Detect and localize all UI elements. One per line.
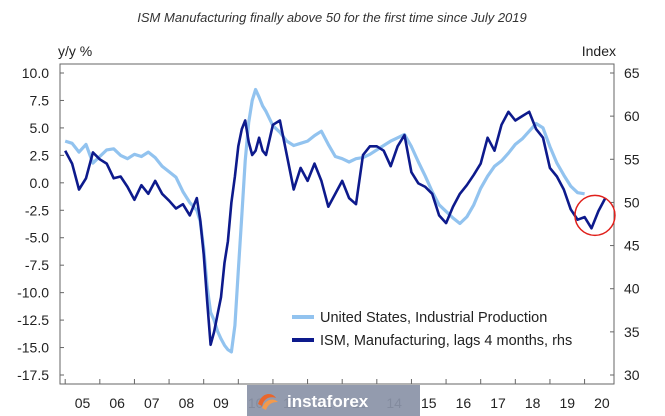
left-tick-label: -12.5 [17, 312, 49, 328]
right-tick-label: 35 [624, 324, 640, 340]
right-tick-label: 40 [624, 281, 640, 297]
right-tick-label: 45 [624, 238, 640, 254]
left-axis-label: y/y % [58, 43, 92, 59]
x-tick-label: 09 [213, 395, 229, 411]
left-tick-label: -15.0 [17, 340, 49, 356]
left-tick-label: 0.0 [30, 175, 50, 191]
right-tick-label: 60 [624, 108, 640, 124]
x-tick-label: 08 [179, 395, 195, 411]
watermark-text: instaforex [287, 392, 369, 411]
x-tick-label: 05 [75, 395, 91, 411]
x-tick-label: 15 [421, 395, 437, 411]
chart-title: ISM Manufacturing finally above 50 for t… [137, 10, 526, 25]
legend-label-industrial-production: United States, Industrial Production [320, 310, 547, 326]
left-tick-label: 2.5 [30, 147, 50, 163]
x-tick-label: 07 [144, 395, 160, 411]
right-tick-label: 50 [624, 194, 640, 210]
right-tick-label: 65 [624, 65, 640, 81]
right-axis-label: Index [582, 43, 616, 59]
right-tick-label: 55 [624, 151, 640, 167]
left-tick-label: -5.0 [25, 230, 49, 246]
series-layer [64, 87, 607, 354]
series-line-ism-manufacturing [64, 110, 607, 347]
left-tick-label: 10.0 [22, 65, 49, 81]
annotation-layer [574, 194, 616, 237]
legend: United States, Industrial Production ISM… [292, 310, 572, 349]
left-tick-label: 5.0 [30, 120, 50, 136]
right-tick-label: 30 [624, 367, 640, 383]
left-tick-label: -17.5 [17, 367, 49, 383]
left-tick-label: 7.5 [30, 92, 50, 108]
x-tick-label: 20 [594, 395, 610, 411]
series-line-industrial-production [64, 87, 585, 354]
x-tick-label: 17 [490, 395, 506, 411]
watermark: instaforex [247, 385, 420, 416]
left-tick-label: -10.0 [17, 285, 49, 301]
left-tick-label: -7.5 [25, 257, 49, 273]
x-tick-label: 19 [559, 395, 575, 411]
left-axis-ticks: 10.0 7.5 5.0 2.5 0.0 -2.5 -5.0 -7.5 -10.0 -12.5 -1… [17, 65, 64, 383]
highlight-circle [574, 194, 616, 237]
legend-label-ism-manufacturing: ISM, Manufacturing, lags 4 months, rhs [320, 333, 572, 349]
right-axis-ticks: 65 60 55 50 45 40 35 30 [610, 65, 640, 383]
logo-icon-shape-2 [262, 399, 278, 410]
x-tick-label: 16 [456, 395, 472, 411]
plot-frame [59, 63, 615, 385]
x-tick-label: 18 [525, 395, 541, 411]
x-tick-label: 06 [109, 395, 125, 411]
left-tick-label: -2.5 [25, 202, 49, 218]
logo-icon-shape [258, 394, 276, 406]
